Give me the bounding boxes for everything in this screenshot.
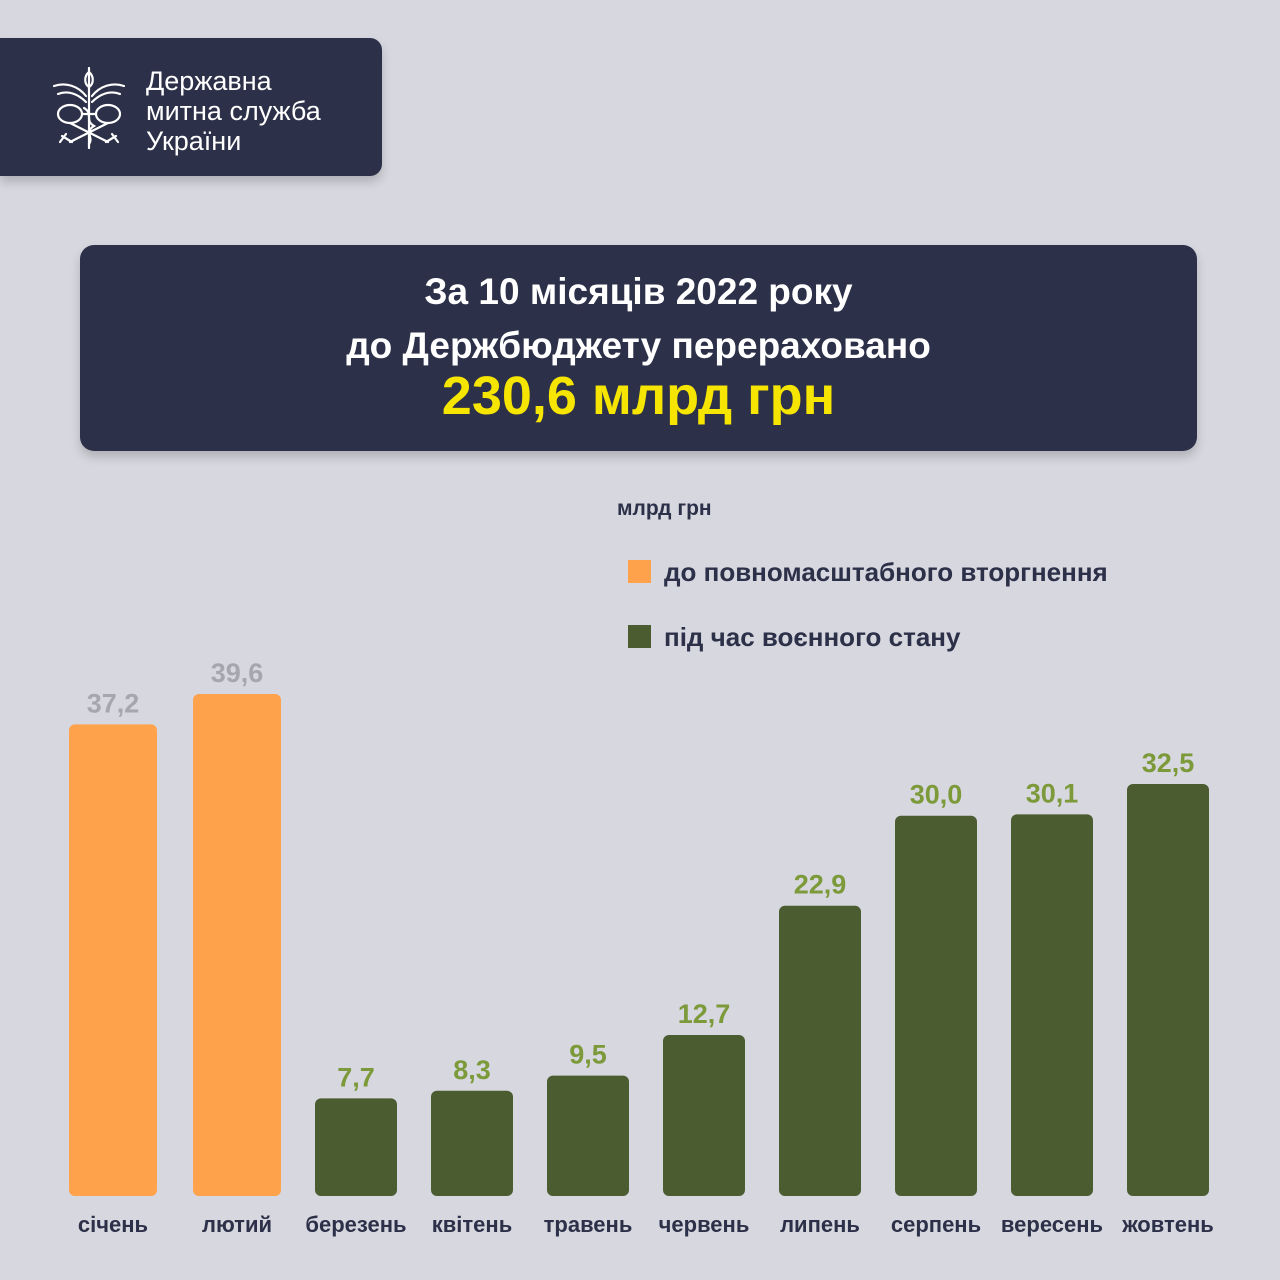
legend-label-during: під час воєнного стану xyxy=(664,622,961,652)
value-label-6: 22,9 xyxy=(794,870,847,900)
org-name-line2: митна служба xyxy=(146,96,321,126)
month-label-6: липень xyxy=(780,1212,860,1237)
bar-3 xyxy=(431,1090,513,1196)
bar-7 xyxy=(895,815,977,1196)
value-label-9: 32,5 xyxy=(1142,748,1195,778)
month-label-2: березень xyxy=(305,1212,406,1237)
value-label-7: 30,0 xyxy=(910,780,963,810)
bar-6 xyxy=(779,905,861,1196)
month-label-0: січень xyxy=(78,1212,148,1237)
bar-8 xyxy=(1011,814,1093,1196)
bar-2 xyxy=(315,1098,397,1196)
bar-4 xyxy=(547,1075,629,1196)
bar-0 xyxy=(69,724,157,1196)
legend-swatch-during xyxy=(628,625,651,648)
value-label-8: 30,1 xyxy=(1026,778,1079,808)
legend-label-before: до повномасштабного вторгнення xyxy=(664,557,1108,587)
month-label-8: вересень xyxy=(1001,1212,1103,1237)
legend-swatch-before xyxy=(628,560,651,583)
headline-total: 230,6 млрд грн xyxy=(441,366,836,426)
month-label-4: травень xyxy=(544,1212,633,1237)
org-name-line3: України xyxy=(146,126,242,156)
month-label-7: серпень xyxy=(891,1212,981,1237)
bar-9 xyxy=(1127,784,1209,1196)
month-label-3: квітень xyxy=(432,1212,512,1237)
value-label-0: 37,2 xyxy=(87,688,140,718)
headline-panel: За 10 місяців 2022 року до Держбюджету п… xyxy=(80,245,1197,451)
month-label-1: лютий xyxy=(202,1212,272,1237)
month-label-9: жовтень xyxy=(1121,1212,1214,1237)
org-name: Державна митна служба України xyxy=(146,66,321,156)
value-label-1: 39,6 xyxy=(211,658,264,688)
month-label-5: червень xyxy=(659,1212,750,1237)
value-label-4: 9,5 xyxy=(569,1040,607,1070)
customs-emblem-icon xyxy=(52,66,126,150)
headline-line2: до Держбюджету перераховано xyxy=(346,325,931,366)
unit-label: млрд грн xyxy=(617,497,712,520)
logo-card: Державна митна служба України xyxy=(0,38,382,176)
value-label-5: 12,7 xyxy=(678,999,731,1029)
bar-1 xyxy=(193,694,281,1196)
bar-5 xyxy=(663,1035,745,1196)
value-label-3: 8,3 xyxy=(453,1055,491,1085)
bar-chart: 37,2 січень 39,6 лютий 7,7 березень 8,3 квітень… xyxy=(69,658,1214,1237)
value-label-2: 7,7 xyxy=(337,1062,375,1092)
headline-line1: За 10 місяців 2022 року xyxy=(424,271,853,312)
org-name-line1: Державна xyxy=(146,66,272,96)
